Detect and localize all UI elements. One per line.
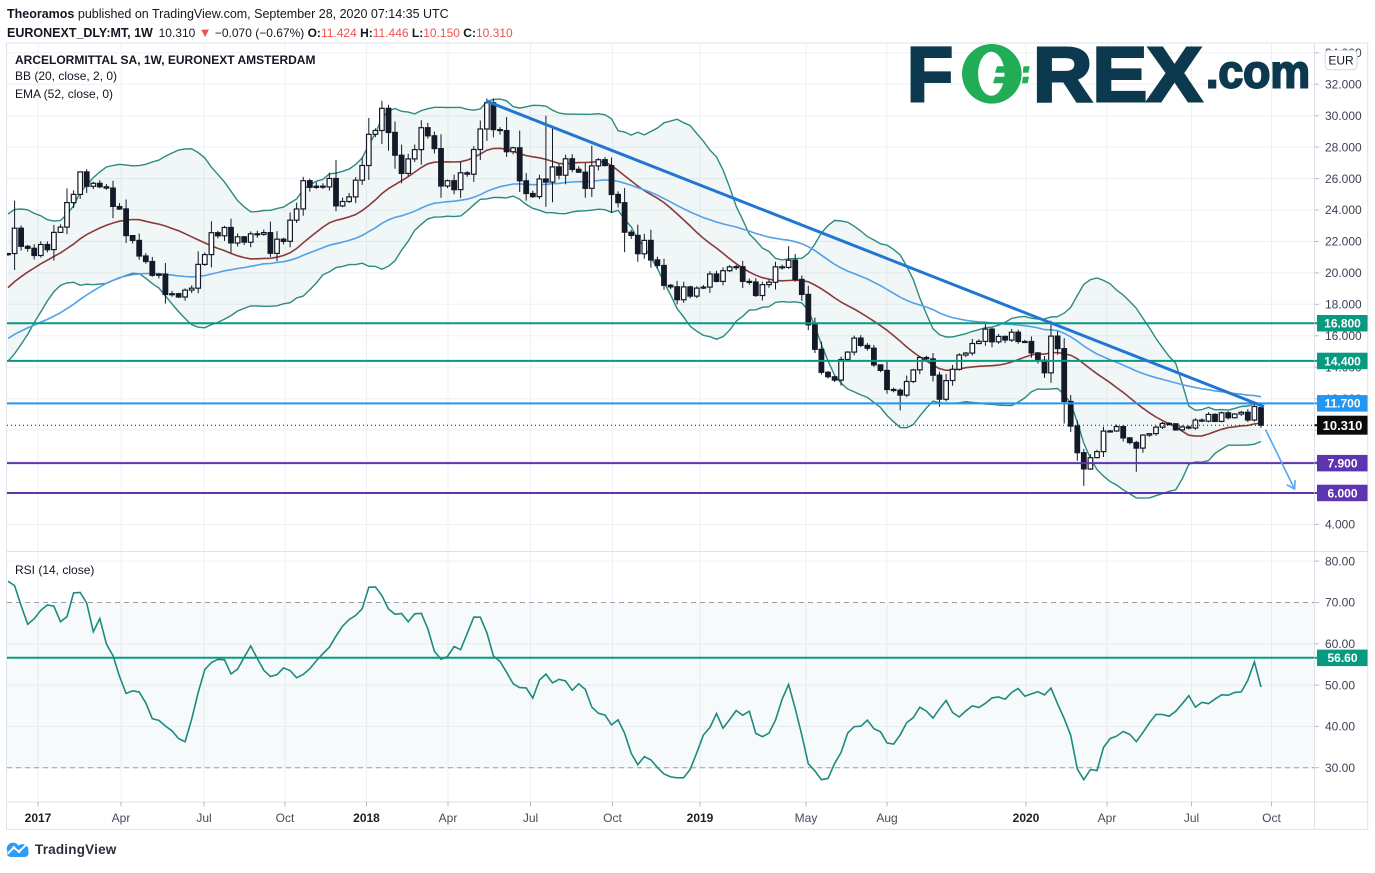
svg-text:18.000: 18.000 <box>1325 298 1362 312</box>
svg-text:TradingView: TradingView <box>35 842 117 857</box>
svg-text:50.00: 50.00 <box>1325 678 1355 692</box>
svg-text:Oct: Oct <box>276 811 295 825</box>
svg-text:11.700: 11.700 <box>1324 397 1360 411</box>
svg-text:EUR: EUR <box>1328 53 1354 67</box>
svg-text:32.000: 32.000 <box>1325 78 1362 92</box>
svg-text:80.00: 80.00 <box>1325 554 1355 568</box>
svg-text:RSI (14, close): RSI (14, close) <box>15 563 94 577</box>
svg-text:26.000: 26.000 <box>1325 172 1362 186</box>
svg-text:14.400: 14.400 <box>1324 354 1361 368</box>
svg-text:BB (20, close, 2, 0): BB (20, close, 2, 0) <box>15 69 117 83</box>
svg-text:20.000: 20.000 <box>1325 266 1362 280</box>
svg-text:2019: 2019 <box>687 811 714 825</box>
svg-text:Oct: Oct <box>1262 811 1281 825</box>
svg-text:.com: .com <box>1206 45 1310 97</box>
svg-text:16.800: 16.800 <box>1324 317 1361 331</box>
svg-text:Theoramos published on Trading: Theoramos published on TradingView.com, … <box>7 7 449 21</box>
svg-text:F: F <box>907 32 953 118</box>
svg-text:30.000: 30.000 <box>1325 109 1362 123</box>
svg-text:ARCELORMITTAL SA, 1W, EURONEXT: ARCELORMITTAL SA, 1W, EURONEXT AMSTERDAM <box>15 53 315 67</box>
svg-text:22.000: 22.000 <box>1325 235 1362 249</box>
svg-text:Apr: Apr <box>1098 811 1117 825</box>
svg-text:40.00: 40.00 <box>1325 720 1355 734</box>
svg-text:Jul: Jul <box>196 811 211 825</box>
svg-text:May: May <box>795 811 818 825</box>
svg-text:Aug: Aug <box>876 811 897 825</box>
svg-text:Apr: Apr <box>439 811 458 825</box>
svg-text:2018: 2018 <box>353 811 380 825</box>
svg-text:10.310: 10.310 <box>1323 418 1363 433</box>
svg-text:Apr: Apr <box>112 811 131 825</box>
svg-text:4.000: 4.000 <box>1325 518 1355 532</box>
svg-text:70.00: 70.00 <box>1325 596 1355 610</box>
svg-text:24.000: 24.000 <box>1325 203 1362 217</box>
svg-text:Jul: Jul <box>523 811 538 825</box>
svg-text:30.00: 30.00 <box>1325 761 1355 775</box>
svg-text:7.900: 7.900 <box>1327 456 1357 470</box>
svg-text:6.000: 6.000 <box>1327 486 1357 500</box>
svg-text:2020: 2020 <box>1013 811 1040 825</box>
svg-text:60.00: 60.00 <box>1325 637 1355 651</box>
svg-text:EMA (52, close, 0): EMA (52, close, 0) <box>15 87 113 101</box>
svg-text:28.000: 28.000 <box>1325 140 1362 154</box>
svg-text:Oct: Oct <box>603 811 622 825</box>
svg-text:Jul: Jul <box>1184 811 1199 825</box>
svg-text:56.60: 56.60 <box>1327 651 1357 665</box>
svg-text:EURONEXT_DLY:MT, 1W 10.310 ▼: EURONEXT_DLY:MT, 1W 10.310 ▼ −0.070 (−0.… <box>7 25 513 40</box>
svg-text:2017: 2017 <box>25 811 52 825</box>
svg-text:REX: REX <box>1033 32 1202 118</box>
